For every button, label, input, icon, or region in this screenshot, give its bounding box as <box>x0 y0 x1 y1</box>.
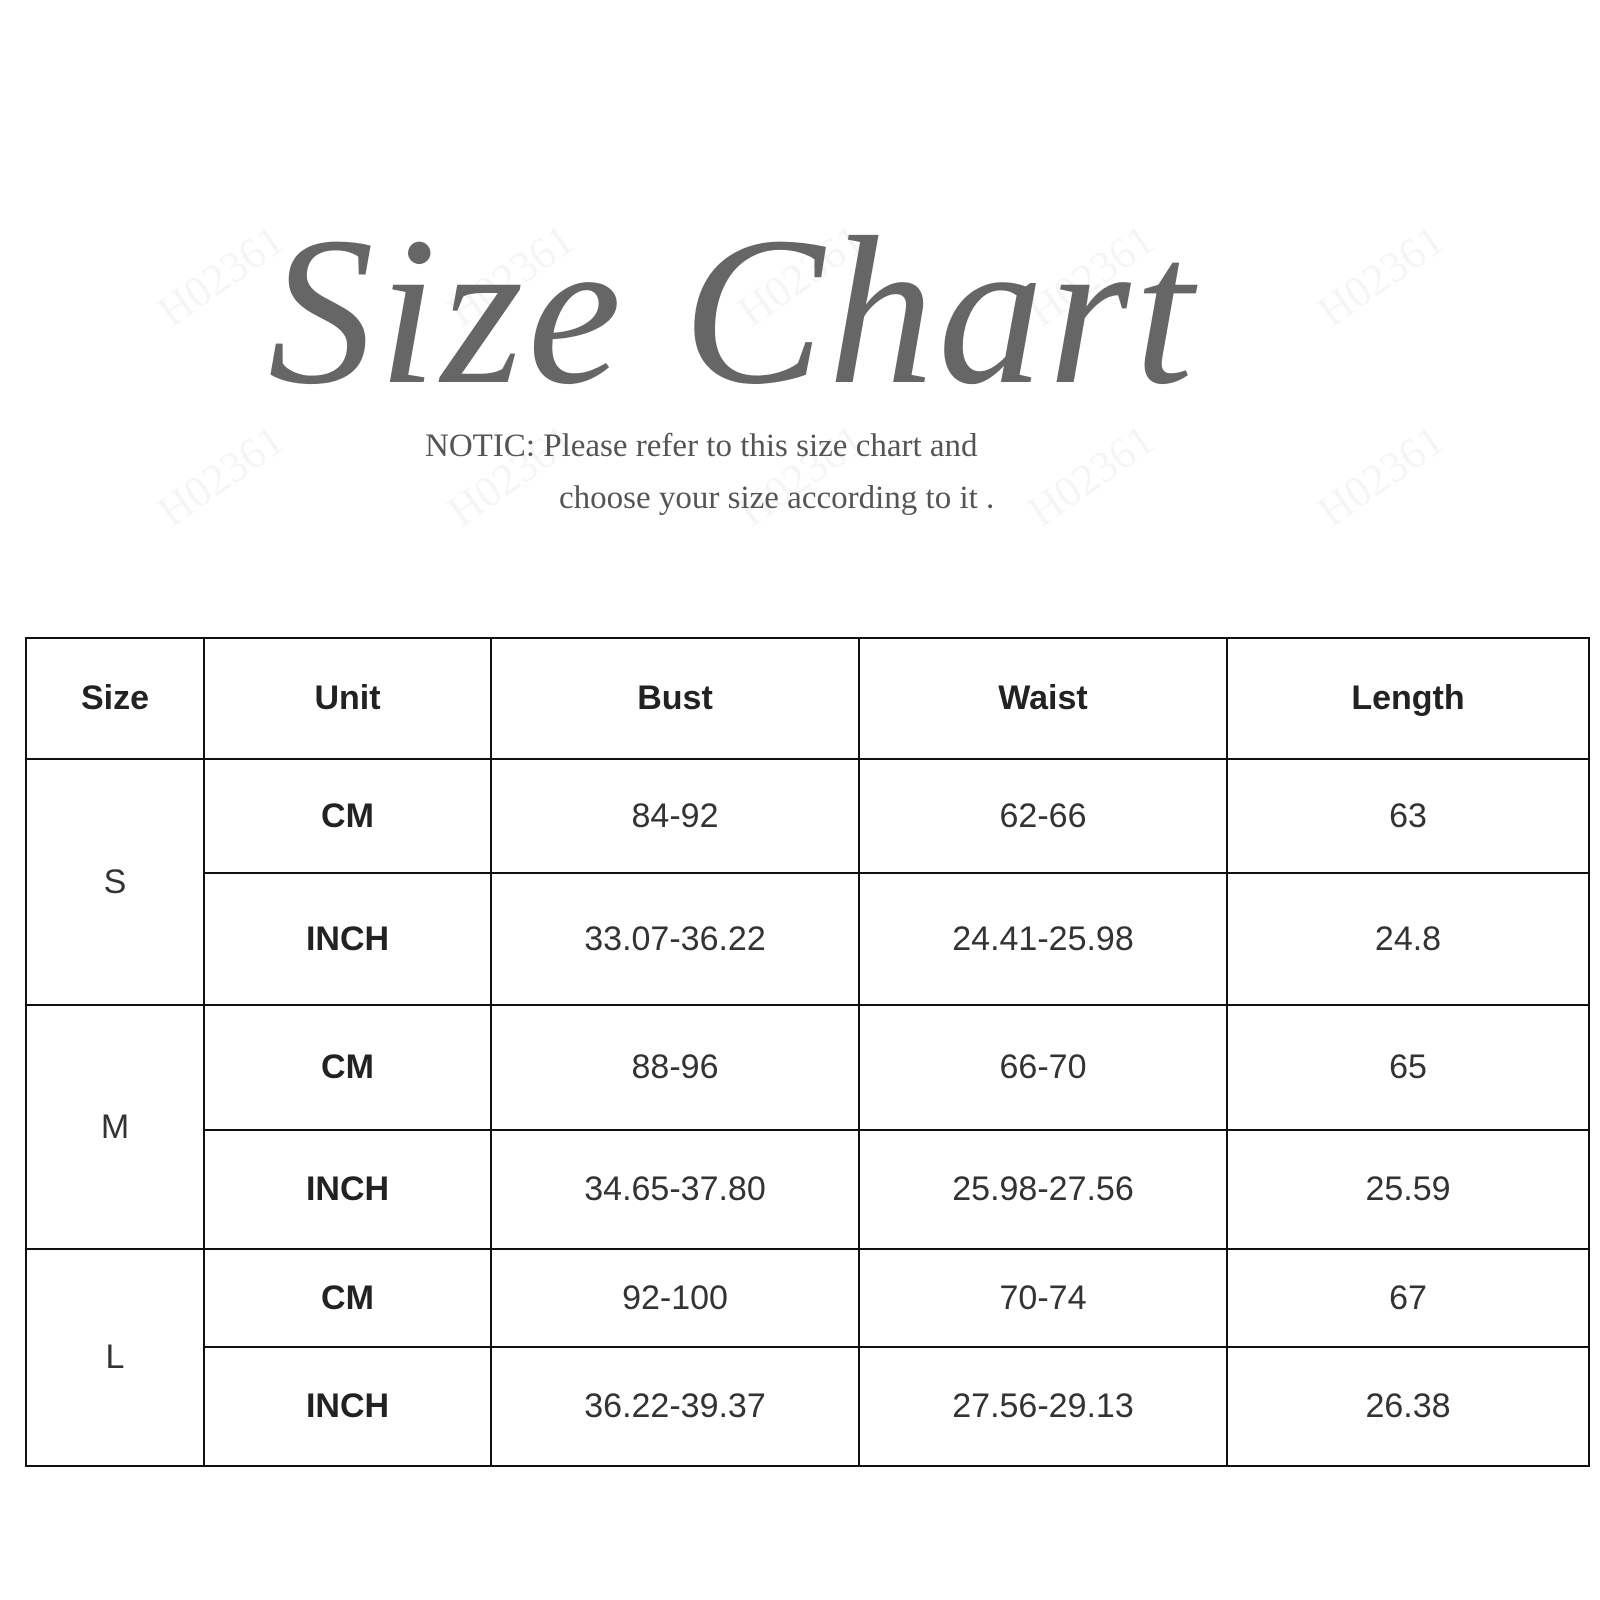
page-title: Size Chart <box>268 193 1198 428</box>
bust-cell: 92-100 <box>490 1248 860 1348</box>
waist-cell: 70-74 <box>858 1248 1228 1348</box>
header-waist: Waist <box>858 637 1228 760</box>
table-row: L CM 92-100 70-74 67 <box>25 1248 1590 1467</box>
length-cell: 26.38 <box>1226 1346 1590 1467</box>
size-chart-table: Size Unit Bust Waist Length S CM 84-92 62-6… <box>25 637 1590 1467</box>
watermark-text: H02361 <box>148 414 293 537</box>
length-cell: 24.8 <box>1226 872 1590 1006</box>
waist-cell: 62-66 <box>858 758 1228 874</box>
header-length: Length <box>1226 637 1590 760</box>
size-cell: L <box>25 1248 205 1467</box>
length-cell: 25.59 <box>1226 1129 1590 1250</box>
table-row: S CM 84-92 62-66 63 <box>25 758 1590 1006</box>
waist-cell: 25.98-27.56 <box>858 1129 1228 1250</box>
table-row: M CM 88-96 66-70 65 <box>25 1004 1590 1250</box>
unit-cell: INCH <box>203 1346 492 1467</box>
unit-cell: INCH <box>203 872 492 1006</box>
size-cell: M <box>25 1004 205 1250</box>
length-cell: 63 <box>1226 758 1590 874</box>
header-size: Size <box>25 637 205 760</box>
bust-cell: 34.65-37.80 <box>490 1129 860 1250</box>
waist-cell: 24.41-25.98 <box>858 872 1228 1006</box>
bust-cell: 36.22-39.37 <box>490 1346 860 1467</box>
bust-cell: 33.07-36.22 <box>490 872 860 1006</box>
notice-line-2: choose your size according to it . <box>559 480 995 516</box>
unit-cell: INCH <box>203 1129 492 1250</box>
watermark-text: H02361 <box>1018 414 1163 537</box>
unit-cell: CM <box>203 1004 492 1131</box>
size-cell: S <box>25 758 205 1006</box>
table-row: INCH 36.22-39.37 27.56-29.13 26.38 <box>26 1346 1590 1467</box>
table-row: INCH 33.07-36.22 24.41-25.98 24.8 <box>26 872 1590 1006</box>
waist-cell: 27.56-29.13 <box>858 1346 1228 1467</box>
waist-cell: 66-70 <box>858 1004 1228 1131</box>
header-bust: Bust <box>490 637 860 760</box>
bust-cell: 88-96 <box>490 1004 860 1131</box>
unit-cell: CM <box>203 1248 492 1348</box>
length-cell: 65 <box>1226 1004 1590 1131</box>
notice-line-1: NOTIC: Please refer to this size chart a… <box>425 428 978 464</box>
length-cell: 67 <box>1226 1248 1590 1348</box>
unit-cell: CM <box>203 758 492 874</box>
header-row: Size Unit Bust Waist Length <box>25 637 1590 760</box>
table-row: INCH 34.65-37.80 25.98-27.56 25.59 <box>26 1129 1590 1250</box>
watermark-text: H02361 <box>1308 214 1453 337</box>
header-unit: Unit <box>203 637 492 760</box>
bust-cell: 84-92 <box>490 758 860 874</box>
watermark-text: H02361 <box>1308 414 1453 537</box>
